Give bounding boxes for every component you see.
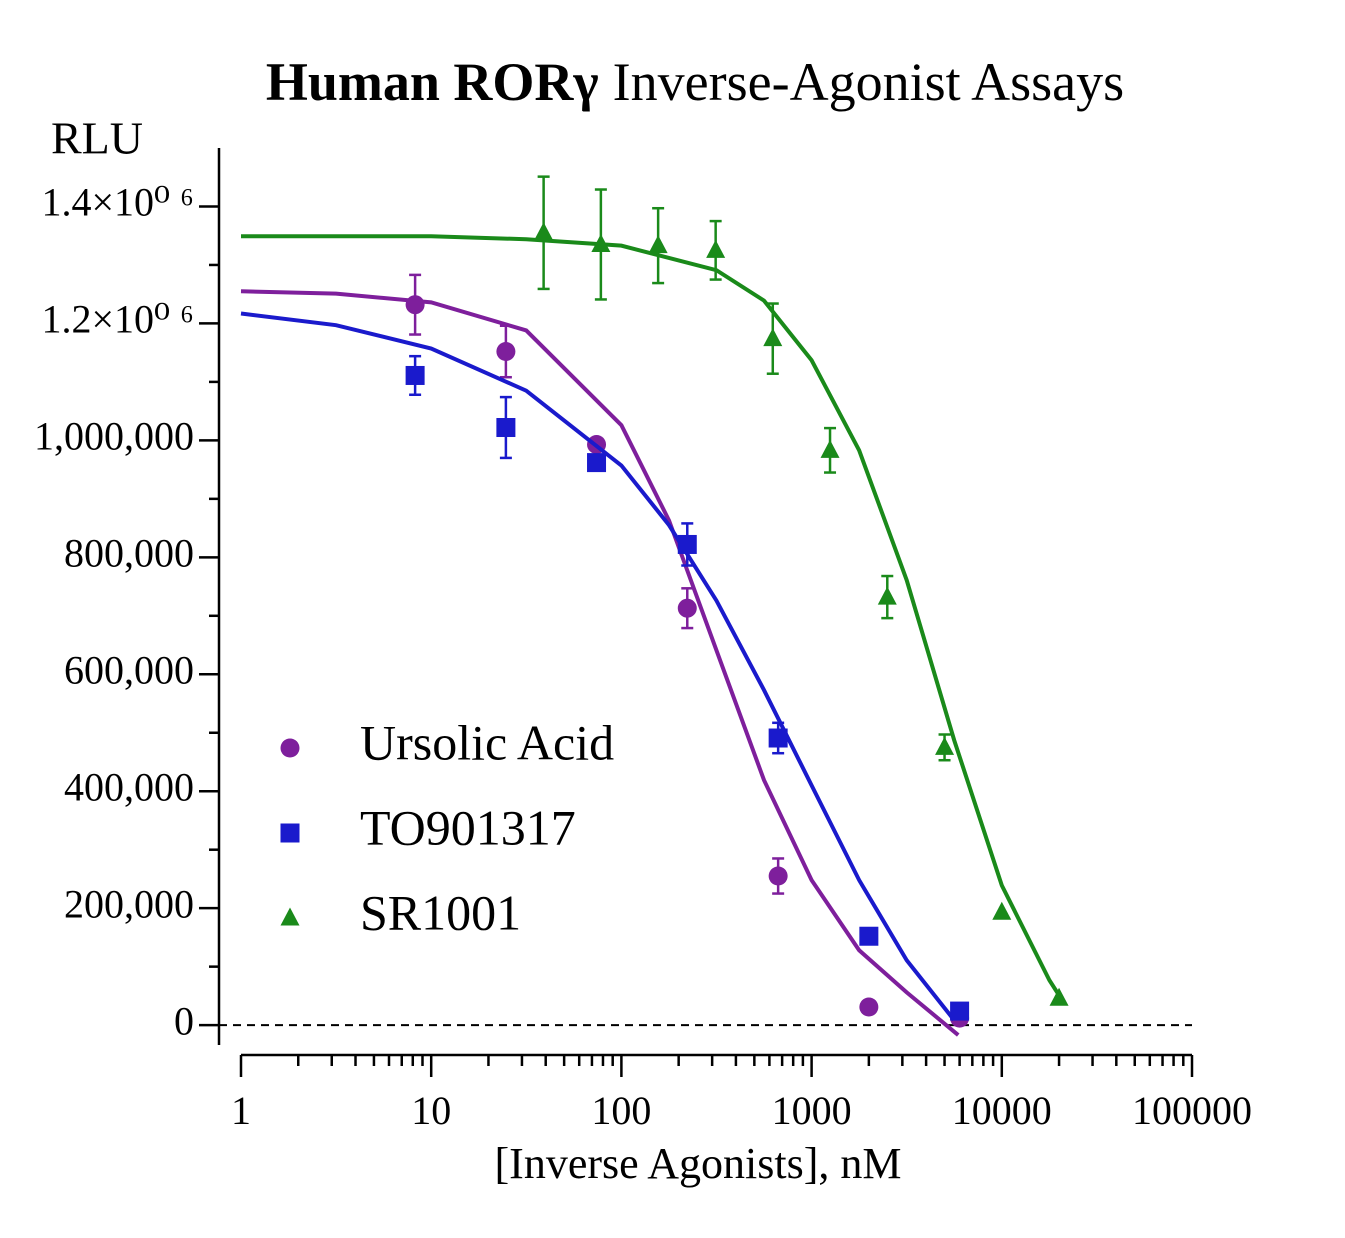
fit-curve: [240, 289, 960, 1037]
y-tick-label: 1.2×10⁰ ⁶: [41, 297, 194, 342]
marker: [992, 901, 1012, 920]
x-tick-label: 100: [591, 1088, 651, 1133]
fit-curve: [241, 234, 1061, 997]
marker: [935, 736, 955, 755]
marker: [677, 534, 697, 554]
x-axis-label: [Inverse Agonists], nM: [495, 1139, 902, 1188]
marker: [280, 823, 300, 843]
marker: [768, 866, 788, 886]
y-tick-label: 600,000: [64, 647, 194, 692]
marker: [405, 295, 425, 315]
x-tick-label: 10: [411, 1088, 451, 1133]
y-tick-label: 0: [174, 998, 194, 1043]
fit-curve: [240, 311, 956, 1022]
marker: [648, 235, 668, 254]
legend-label: Ursolic Acid: [360, 714, 614, 770]
y-tick-label: 1,000,000: [34, 414, 194, 459]
marker: [496, 418, 516, 438]
y-tick-label: 200,000: [64, 881, 194, 926]
marker: [763, 328, 783, 347]
y-tick-label: 800,000: [64, 530, 194, 575]
marker: [859, 926, 879, 946]
marker: [280, 907, 300, 926]
marker: [496, 341, 516, 361]
marker: [859, 997, 879, 1017]
marker: [768, 728, 788, 748]
marker: [280, 738, 300, 758]
y-tick-label: 1.4×10⁰ ⁶: [41, 180, 194, 225]
chart-title: Human RORγ Inverse-Agonist Assays: [266, 52, 1124, 112]
marker: [820, 439, 840, 458]
marker: [706, 239, 726, 258]
title-rest: Inverse-Agonist Assays: [613, 52, 1124, 112]
x-tick-label: 100000: [1132, 1088, 1252, 1133]
marker: [534, 222, 554, 241]
title-bold: Human RORγ: [266, 52, 599, 112]
marker: [1049, 987, 1069, 1006]
y-axis-label: RLU: [51, 113, 143, 164]
legend-label: SR1001: [360, 884, 521, 940]
x-tick-label: 10000: [952, 1088, 1052, 1133]
marker: [677, 598, 697, 618]
x-tick-label: 1: [231, 1088, 251, 1133]
marker: [587, 453, 607, 473]
legend-label: TO901317: [360, 799, 576, 855]
marker: [405, 365, 425, 385]
x-tick-label: 1000: [772, 1088, 852, 1133]
marker: [950, 1001, 970, 1021]
marker: [591, 233, 611, 252]
y-tick-label: 400,000: [64, 764, 194, 809]
marker: [877, 586, 897, 605]
